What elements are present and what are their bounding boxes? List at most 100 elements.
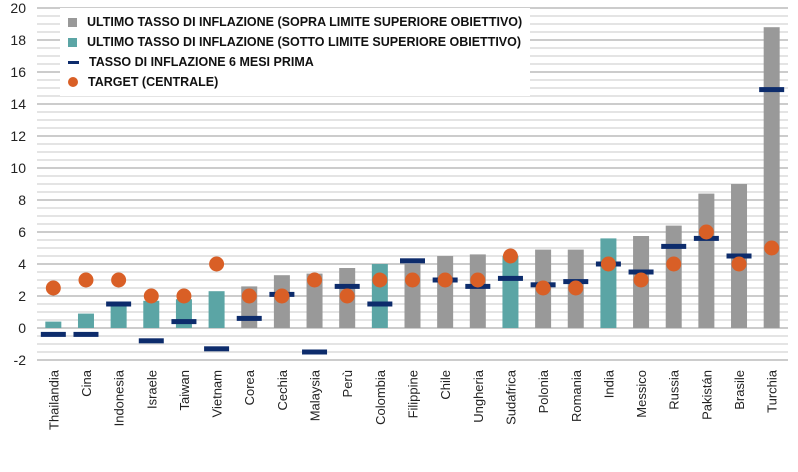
- target-dot: [274, 288, 290, 304]
- x-tick-label: Romania: [569, 369, 584, 422]
- y-tick-label: 16: [10, 64, 26, 80]
- x-tick-label: Thailandia: [46, 369, 61, 430]
- prev-rate-marker: [497, 275, 523, 281]
- y-tick-label: 14: [10, 96, 26, 112]
- y-tick-label: 8: [18, 192, 26, 208]
- x-tick-label: Taiwan: [177, 370, 192, 410]
- x-tick-label: Malaysia: [308, 369, 323, 421]
- target-dot: [241, 288, 257, 304]
- bar: [306, 273, 323, 328]
- bar: [665, 225, 682, 328]
- x-tick-label: Turchia: [765, 369, 780, 413]
- y-tick-label: 4: [18, 256, 26, 272]
- legend: ULTIMO TASSO DI INFLAZIONE (SOPRA LIMITE…: [60, 8, 531, 96]
- target-dot: [339, 288, 355, 304]
- bar: [600, 238, 617, 328]
- x-tick-label: Indonesia: [112, 369, 127, 426]
- target-dot: [633, 272, 649, 288]
- target-dot: [437, 272, 453, 288]
- gray-square-icon: [68, 17, 77, 27]
- bar: [763, 27, 780, 328]
- bar: [437, 256, 454, 328]
- target-dot: [470, 272, 486, 288]
- y-tick-label: -2: [14, 352, 27, 368]
- target-dot: [143, 288, 159, 304]
- x-tick-label: Chile: [438, 370, 453, 400]
- bar: [469, 254, 486, 328]
- target-dot: [568, 280, 584, 296]
- teal-square-icon: [68, 37, 77, 47]
- prev-rate-marker: [73, 331, 99, 337]
- y-tick-label: 12: [10, 128, 26, 144]
- target-dot: [372, 272, 388, 288]
- target-dot: [78, 272, 94, 288]
- target-dot: [111, 272, 127, 288]
- prev-rate-marker: [204, 346, 230, 352]
- y-tick-label: 0: [18, 320, 26, 336]
- target-dot: [666, 256, 682, 272]
- prev-rate-marker: [759, 87, 785, 93]
- prev-rate-marker: [106, 301, 132, 307]
- target-dot: [698, 224, 714, 240]
- legend-item-target: TARGET (CENTRALE): [68, 72, 522, 92]
- bar: [208, 291, 225, 328]
- prev-rate-marker: [40, 331, 66, 337]
- y-tick-label: 6: [18, 224, 26, 240]
- prev-rate-marker: [138, 338, 164, 344]
- prev-rate-marker: [661, 243, 687, 249]
- x-tick-label: Cechia: [275, 369, 290, 410]
- prev-rate-marker: [236, 315, 262, 321]
- target-dot: [502, 248, 518, 264]
- prev-rate-marker: [628, 269, 654, 275]
- x-tick-label: Filippine: [406, 370, 421, 418]
- target-dot: [731, 256, 747, 272]
- x-tick-label: Sudafrica: [503, 369, 518, 425]
- target-dot: [535, 280, 551, 296]
- prev-rate-marker: [171, 319, 197, 325]
- legend-label: ULTIMO TASSO DI INFLAZIONE (SOPRA LIMITE…: [87, 15, 523, 29]
- x-tick-label: Cina: [79, 369, 94, 397]
- prev-rate-marker: [367, 301, 393, 307]
- bar: [110, 304, 127, 328]
- x-tick-label: Israele: [144, 370, 159, 409]
- legend-item-above: ULTIMO TASSO DI INFLAZIONE (SOPRA LIMITE…: [68, 12, 522, 32]
- legend-item-prev: TASSO DI INFLAZIONE 6 MESI PRIMA: [68, 52, 522, 72]
- x-tick-label: Brasile: [732, 370, 747, 410]
- target-dot: [405, 272, 420, 288]
- y-tick-label: 18: [10, 32, 26, 48]
- dot-icon: [68, 77, 78, 87]
- target-dot: [600, 256, 616, 272]
- y-tick-label: 2: [18, 288, 26, 304]
- prev-rate-marker: [400, 258, 425, 264]
- bar: [77, 313, 94, 328]
- y-tick-label: 10: [10, 160, 26, 176]
- target-dot: [307, 272, 323, 288]
- x-tick-label: Polonia: [536, 369, 551, 413]
- x-tick-label: Corea: [242, 369, 257, 405]
- prev-rate-marker: [334, 283, 360, 289]
- legend-label: TASSO DI INFLAZIONE 6 MESI PRIMA: [89, 55, 314, 69]
- y-tick-label: 20: [10, 0, 26, 16]
- prev-rate-marker: [302, 349, 328, 355]
- dash-icon: [68, 60, 79, 64]
- target-dot: [764, 240, 780, 256]
- x-tick-label: Russia: [667, 369, 682, 410]
- x-tick-label: India: [601, 369, 616, 398]
- x-tick-label: Vietnam: [210, 370, 225, 417]
- x-tick-label: Pakistán: [699, 370, 714, 420]
- bar: [143, 300, 160, 328]
- x-tick-label: Messico: [634, 370, 649, 418]
- bar: [502, 256, 519, 328]
- target-dot: [209, 256, 225, 272]
- prev-rate-marker: [726, 253, 752, 259]
- legend-item-below: ULTIMO TASSO DI INFLAZIONE (SOTTO LIMITE…: [68, 32, 522, 52]
- x-tick-label: Colombia: [373, 369, 388, 425]
- bar: [45, 321, 62, 328]
- target-dot: [45, 280, 61, 296]
- x-tick-label: Perù: [340, 370, 355, 397]
- bar: [698, 193, 715, 328]
- legend-label: ULTIMO TASSO DI INFLAZIONE (SOTTO LIMITE…: [87, 35, 522, 49]
- legend-label: TARGET (CENTRALE): [88, 75, 219, 89]
- x-tick-label: Ungheria: [471, 369, 486, 423]
